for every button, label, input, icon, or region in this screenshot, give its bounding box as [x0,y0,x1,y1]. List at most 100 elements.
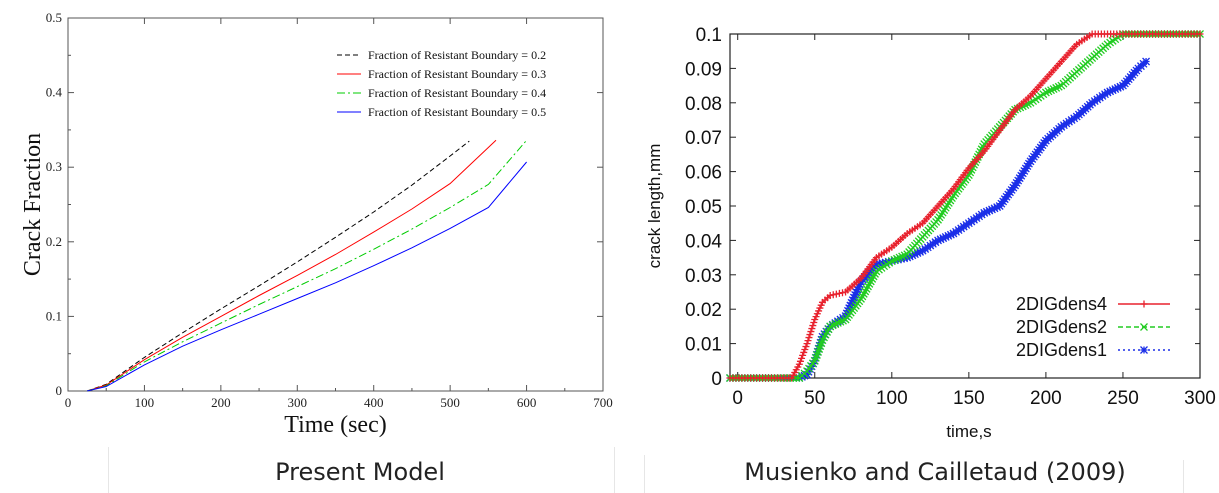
data-point-1 [809,322,817,330]
data-point-1 [838,289,846,297]
data-point-1 [807,328,815,336]
data-point-3 [1142,57,1151,66]
y-tick-label: 0 [56,383,63,398]
x-tick-label: 300 [1184,388,1216,409]
data-point-2 [831,320,840,329]
series-line-2 [86,139,497,392]
data-point-3 [916,247,925,256]
data-point-3 [993,203,1002,212]
x-tick-label: 700 [593,395,613,410]
x-tick-label: 250 [1107,388,1139,409]
x-tick-label: 200 [1030,388,1062,409]
data-point-2 [887,257,896,265]
legend-bg-1 [965,292,1195,314]
data-point-3 [847,298,856,307]
data-point-2 [1044,87,1053,96]
data-point-3 [946,230,955,239]
data-point-2 [833,319,842,327]
x-tick-label: 400 [364,395,384,410]
left-caption-divider-right [614,447,615,493]
left-chart: 0 100 200 300 400 500 600 700 0 0.1 0.2 0.3 0.4 0.5 Ti… [20,10,613,438]
data-point-3 [985,206,994,215]
y-tick-label: 0.2 [46,234,62,249]
left-chart-panel: 0 100 200 300 400 500 600 700 0 0.1 0.2 0.3 0.4 0.5 Ti… [0,0,615,445]
data-point-2 [898,252,907,261]
right-caption: Musienko and Cailletaud (2009) [744,458,1126,486]
y-tick-label: 0.04 [685,231,722,252]
data-point-3 [872,260,881,269]
data-point-3 [913,249,922,257]
data-point-2 [895,253,904,262]
series-line-4 [86,161,527,392]
legend-bg-3 [965,338,1195,360]
data-point-3 [849,293,858,302]
legend-marker-1 [1140,300,1148,308]
data-point-3 [988,205,996,214]
data-point-2 [890,255,899,264]
data-point-1 [832,290,840,298]
data-point-1 [808,325,816,333]
data-point-1 [810,319,818,327]
data-point-3 [800,371,809,380]
right-caption-divider-right [1183,460,1184,493]
data-point-3 [846,301,855,310]
series-line-3 [86,139,527,392]
legend-label-3: 2DIGdens1 [1016,340,1107,360]
legend-label-1: 2DIGdens4 [1016,294,1107,314]
y-tick-label: 0.05 [685,197,722,218]
legend-marker-3 [1140,346,1148,354]
data-point-3 [990,204,999,213]
data-point-3 [855,280,864,289]
data-point-3 [854,283,863,291]
legend-bg-2 [965,315,1195,337]
y-tick-label: 0.1 [696,25,722,46]
left-caption: Present Model [275,458,445,486]
x-axis-label: time,s [946,422,991,441]
y-tick-label: 0.08 [685,94,722,115]
data-point-3 [1108,86,1117,95]
y-axis-label: Crack Fraction [20,133,46,276]
data-point-3 [878,259,887,268]
data-point-1 [829,291,837,299]
y-tick-label: 0.07 [685,128,722,149]
x-tick-label: 300 [288,395,308,410]
x-axis-label: Time (sec) [284,412,386,438]
data-point-2 [1041,88,1050,97]
data-point-3 [1113,83,1122,92]
data-point-3 [848,296,857,305]
data-point-1 [803,340,811,348]
data-point-3 [853,285,862,294]
legend-label-1: Fraction of Resistant Boundary = 0.2 [368,48,546,62]
legend-label-3: Fraction of Resistant Boundary = 0.4 [368,86,546,100]
data-point-1 [826,291,834,299]
data-point-3 [1106,87,1115,96]
data-point-2 [892,254,901,263]
data-point-3 [910,250,919,259]
data-point-2 [826,322,835,331]
data-point-2 [1047,86,1055,95]
data-point-1 [806,331,814,339]
data-point-3 [1116,82,1125,91]
data-point-2 [1054,82,1063,91]
series-line-1 [86,140,470,392]
legend-label-2: Fraction of Resistant Boundary = 0.3 [368,67,546,81]
data-point-3 [852,288,861,297]
data-point-3 [939,234,948,243]
data-point-1 [835,289,843,297]
y-tick-label: 0 [711,369,722,390]
y-tick-label: 0.5 [46,10,62,25]
y-tick-label: 0.06 [685,163,722,184]
x-tick-label: 600 [517,395,537,410]
x-tick-label: 150 [953,388,985,409]
data-point-3 [941,233,950,241]
x-tick-label: 500 [440,395,460,410]
right-chart: 0 50 100 150 200 250 300 0 0.01 0.02 0.03 0.04 0.05 0… [645,25,1216,441]
x-tick-label: 50 [804,388,825,409]
data-point-3 [944,231,953,240]
data-point-3 [881,258,890,267]
y-tick-label: 0.3 [46,159,62,174]
legend-label-2: 2DIGdens2 [1016,317,1107,337]
x-tick-label: 100 [135,395,155,410]
legend-marker-2 [1140,323,1148,331]
x-tick-label: 0 [65,395,72,410]
